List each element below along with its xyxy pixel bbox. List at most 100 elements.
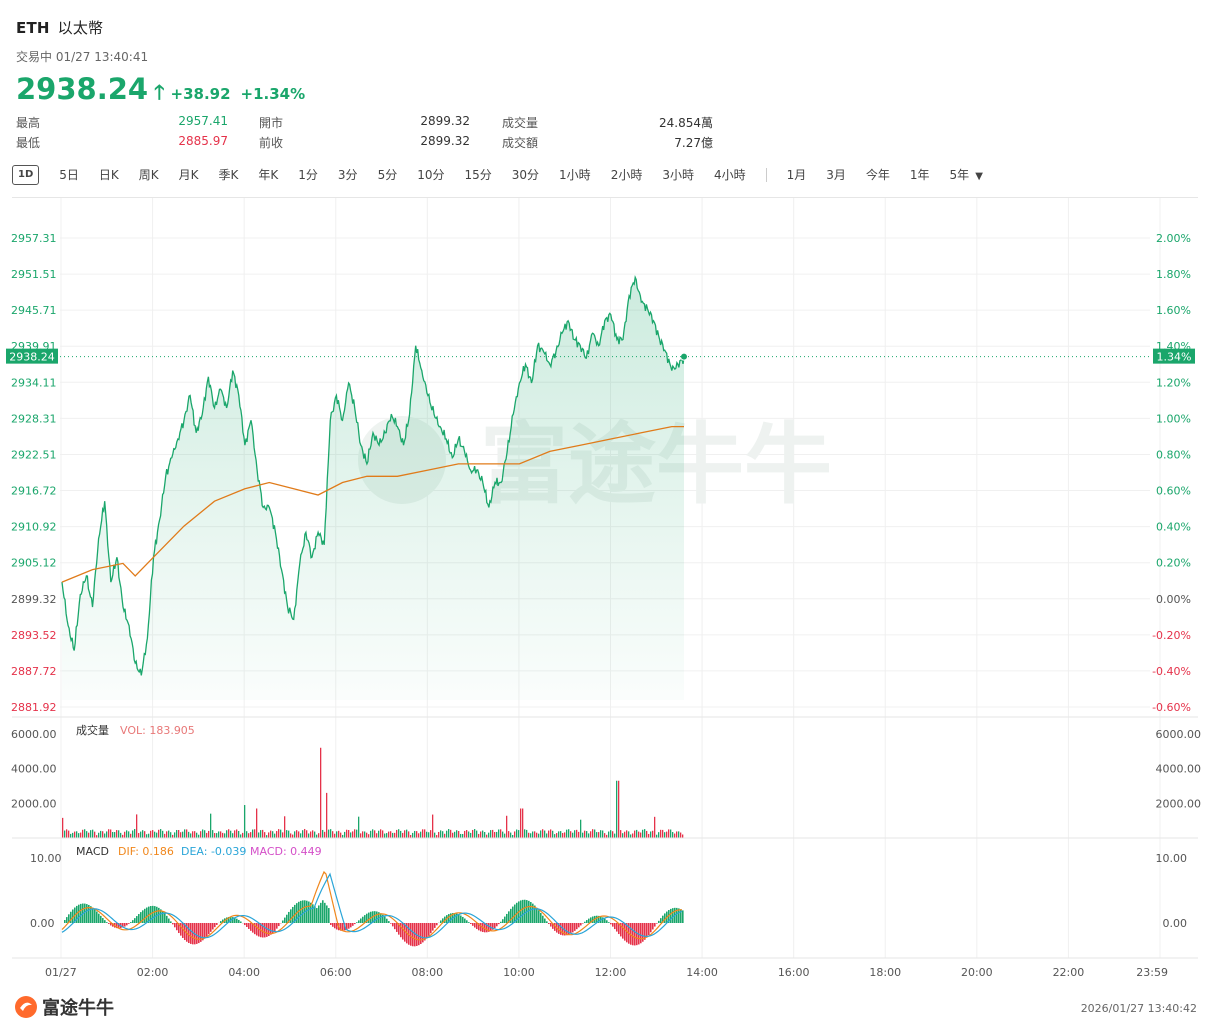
- volume-bar: [250, 832, 252, 838]
- volume-bar: [536, 832, 538, 838]
- tab-period-6[interactable]: 1分: [298, 168, 318, 182]
- macd-histogram-bar: [652, 923, 654, 930]
- price-chart[interactable]: 富途牛牛 2957.312951.512945.712939.912934.11…: [0, 198, 1213, 988]
- volume-bar: [416, 831, 418, 838]
- volume-bar: [312, 830, 314, 838]
- macd-histogram-bar: [506, 913, 508, 923]
- volume-bar: [162, 830, 164, 838]
- volume-bar: [100, 830, 102, 838]
- macd-histogram-bar: [136, 916, 138, 923]
- time-tick-label: 18:00: [869, 966, 901, 979]
- tab-period-0[interactable]: 5日: [59, 168, 79, 182]
- macd-histogram-bar: [520, 900, 522, 923]
- macd-histogram-bar: [216, 923, 218, 925]
- tab-period-10[interactable]: 15分: [464, 168, 492, 182]
- volume-bar: [544, 830, 546, 838]
- volume-bar: [262, 829, 264, 838]
- amount-label: 成交額: [502, 136, 539, 150]
- volume-label: 成交量: [502, 116, 539, 130]
- volume-bar: [246, 831, 248, 838]
- macd-histogram-bar: [170, 921, 172, 923]
- volume-bar: [80, 832, 82, 838]
- macd-histogram-bar: [306, 900, 308, 923]
- volume-bar: [564, 832, 566, 838]
- tab-period-12[interactable]: 1小時: [559, 168, 591, 182]
- volume-bar: [650, 831, 652, 838]
- macd-histogram-bar: [602, 917, 604, 923]
- tab-period-15[interactable]: 4小時: [713, 168, 746, 182]
- volume-bar: [510, 832, 512, 838]
- tab-period-7[interactable]: 3分: [337, 168, 358, 182]
- volume-bar: [244, 805, 246, 838]
- volume-bar: [548, 830, 550, 838]
- volume-bar: [86, 831, 88, 838]
- volume-tick-label-right: 2000.00: [1156, 797, 1202, 810]
- macd-histogram-bar: [84, 903, 86, 923]
- volume-bar: [336, 831, 338, 838]
- pct-tick-label: 1.80%: [1156, 268, 1191, 281]
- open-value: 2899.32: [420, 114, 470, 128]
- volume-bar: [462, 833, 464, 838]
- macd-histogram-bar: [508, 911, 510, 923]
- volume-bar: [622, 833, 624, 838]
- tab-period-13[interactable]: 2小時: [610, 168, 643, 182]
- volume-bar: [580, 819, 582, 838]
- macd-tick-label: 0.00: [30, 917, 55, 930]
- macd-histogram-bar: [108, 923, 110, 924]
- macd-histogram-bar: [234, 917, 236, 923]
- volume-bar: [106, 831, 108, 838]
- price-change-pct: +1.34%: [240, 85, 306, 103]
- volume-bar: [516, 829, 518, 838]
- volume-bar: [618, 780, 620, 838]
- volume-bar: [666, 831, 668, 838]
- pct-tick-label: 0.20%: [1156, 557, 1191, 570]
- volume-bar: [558, 831, 560, 838]
- tab-range-1[interactable]: 3月: [826, 168, 846, 182]
- price-tick-label: 2887.72: [11, 665, 57, 678]
- macd-histogram-bar: [678, 908, 680, 923]
- volume-bar: [182, 831, 184, 838]
- volume-bar: [604, 833, 606, 838]
- time-tick-label: 22:00: [1053, 966, 1085, 979]
- pct-tick-label: 0.40%: [1156, 521, 1191, 534]
- tab-period-11[interactable]: 30分: [511, 168, 540, 182]
- macd-histogram-bar: [80, 903, 82, 923]
- tab-range-3[interactable]: 1年: [909, 168, 930, 182]
- tab-period-1[interactable]: 日K: [98, 168, 119, 182]
- macd-histogram-bar: [102, 918, 104, 923]
- volume-bar: [362, 831, 364, 838]
- macd-histogram-bar: [476, 923, 478, 930]
- macd-histogram-bar: [530, 902, 532, 923]
- macd-histogram-bar: [322, 900, 324, 923]
- volume-tick-label: 2000.00: [11, 797, 57, 810]
- volume-bar: [660, 829, 662, 838]
- tab-range-4[interactable]: 5年 ▼: [949, 168, 983, 182]
- macd-histogram-bar: [448, 914, 450, 923]
- tab-period-2[interactable]: 周K: [138, 168, 159, 182]
- volume-bar: [130, 833, 132, 838]
- tab-range-0[interactable]: 1月: [786, 168, 807, 182]
- tab-period-4[interactable]: 季K: [218, 168, 239, 182]
- tab-1d[interactable]: 1D: [12, 165, 40, 185]
- volume-bar: [396, 829, 398, 838]
- tab-period-5[interactable]: 年K: [258, 168, 279, 182]
- volume-bar: [518, 830, 520, 838]
- prev-close-label: 前收: [259, 136, 284, 150]
- tab-period-8[interactable]: 5分: [377, 168, 398, 182]
- tab-range-2[interactable]: 今年: [865, 168, 890, 182]
- macd-histogram-bar: [70, 911, 72, 923]
- tab-period-3[interactable]: 月K: [178, 168, 199, 182]
- tab-period-9[interactable]: 10分: [417, 168, 445, 182]
- tab-period-14[interactable]: 3小時: [662, 168, 694, 182]
- volume-bar: [160, 829, 162, 838]
- volume-bar: [504, 833, 506, 838]
- volume-bar: [668, 829, 670, 838]
- macd-histogram-bar: [350, 923, 352, 928]
- macd-histogram-bar: [562, 923, 564, 936]
- macd-histogram-bar: [676, 907, 678, 923]
- macd-histogram-bar: [336, 923, 338, 930]
- macd-histogram-bar: [212, 923, 214, 930]
- volume-bar: [384, 833, 386, 838]
- volume-bar: [532, 831, 534, 838]
- macd-title: MACD: [76, 845, 109, 858]
